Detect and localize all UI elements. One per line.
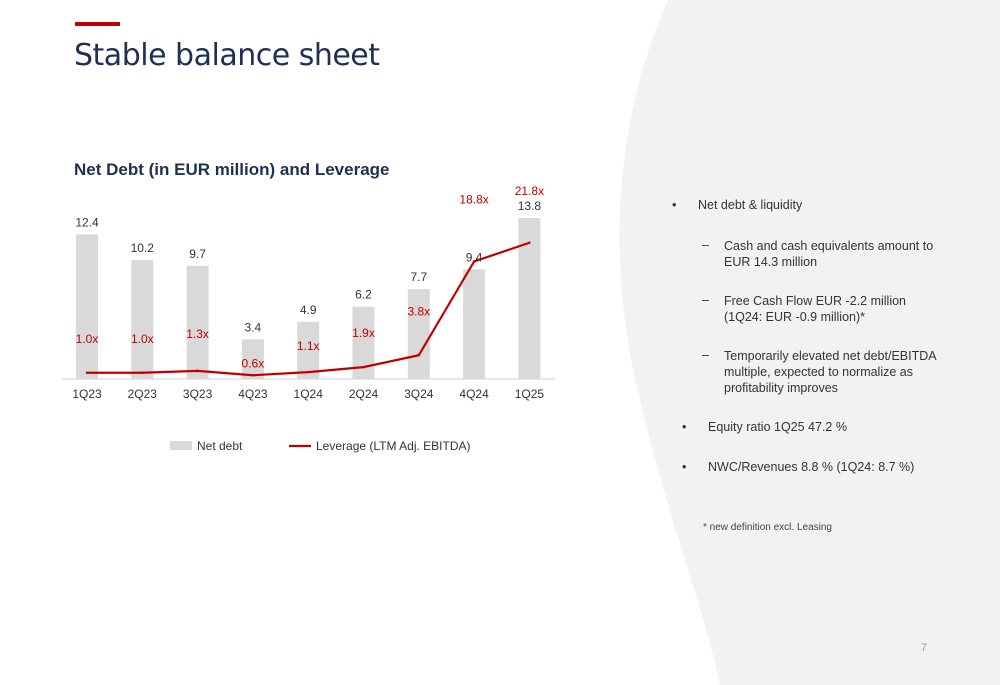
leverage-value-label: 1.9x bbox=[352, 326, 375, 340]
x-tick-label: 2Q23 bbox=[128, 387, 158, 401]
x-tick-label: 1Q25 bbox=[515, 387, 545, 401]
x-tick-label: 4Q23 bbox=[238, 387, 268, 401]
leverage-point-1Q23 bbox=[85, 371, 89, 374]
x-tick-label: 1Q24 bbox=[294, 387, 324, 401]
bar-value-label: 4.9 bbox=[300, 303, 317, 317]
x-tick-label: 1Q23 bbox=[72, 387, 102, 401]
bar-net-debt-4Q23 bbox=[241, 339, 264, 379]
bar-net-debt-2Q24 bbox=[352, 306, 375, 379]
leverage-point-3Q23 bbox=[196, 369, 199, 373]
bullet-text: Cash and cash equivalents amount to EUR … bbox=[724, 239, 934, 269]
x-tick-label: 3Q24 bbox=[404, 387, 434, 401]
leverage-point-3Q24 bbox=[417, 354, 420, 357]
bar-value-label: 12.4 bbox=[75, 215, 99, 229]
legend-label-leverage: Leverage (LTM Adj. EBITDA) bbox=[316, 439, 471, 453]
leverage-point-1Q25 bbox=[528, 241, 531, 244]
bullet-text: Temporarily elevated net debt/EBITDA mul… bbox=[724, 349, 936, 395]
page-title: Stable balance sheet bbox=[74, 38, 380, 73]
bullet-text: Free Cash Flow EUR -2.2 million (1Q24: E… bbox=[724, 294, 906, 324]
leverage-value-label: 1.3x bbox=[186, 327, 209, 341]
bar-net-debt-4Q24 bbox=[463, 269, 486, 379]
bar-net-debt-3Q23 bbox=[186, 265, 209, 379]
leverage-point-4Q23 bbox=[251, 374, 255, 377]
legend-swatch-net-debt bbox=[170, 441, 192, 450]
leverage-value-label: 1.0x bbox=[131, 332, 154, 346]
bar-net-debt-1Q23 bbox=[76, 234, 98, 379]
leverage-value-label: 1.1x bbox=[297, 339, 320, 353]
leverage-point-2Q23 bbox=[141, 371, 144, 374]
bullet-marker: – bbox=[702, 238, 709, 252]
bullet-text: Net debt & liquidity bbox=[698, 198, 803, 212]
bar-value-label: 9.7 bbox=[189, 247, 206, 261]
footnote: * new definition excl. Leasing bbox=[703, 522, 832, 533]
bullet-marker: • bbox=[682, 460, 687, 474]
title-accent-bar bbox=[75, 22, 120, 26]
bullet-marker: – bbox=[702, 293, 709, 307]
x-tick-label: 4Q24 bbox=[459, 387, 489, 401]
dot-pattern bbox=[760, 0, 1000, 300]
bullet-text: NWC/Revenues 8.8 % (1Q24: 8.7 %) bbox=[708, 460, 915, 474]
bar-value-label: 3.4 bbox=[245, 320, 262, 334]
bar-net-debt-1Q24 bbox=[297, 321, 320, 379]
legend-label-net-debt: Net debt bbox=[197, 439, 243, 453]
leverage-value-label: 3.8x bbox=[407, 304, 430, 318]
bullet-marker: • bbox=[682, 420, 687, 434]
leverage-point-2Q24 bbox=[362, 365, 365, 369]
bullet-marker: – bbox=[702, 348, 709, 362]
leverage-point-1Q24 bbox=[307, 370, 310, 374]
leverage-value-label: 21.8x bbox=[515, 184, 544, 198]
bar-value-label: 10.2 bbox=[131, 241, 155, 255]
bar-value-label: 6.2 bbox=[355, 288, 372, 302]
bar-net-debt-2Q23 bbox=[131, 260, 154, 379]
bar-value-label: 7.7 bbox=[410, 270, 427, 284]
leverage-value-label: 18.8x bbox=[459, 193, 488, 207]
leverage-point-4Q24 bbox=[472, 260, 476, 263]
x-tick-label: 2Q24 bbox=[349, 387, 379, 401]
bullet-text: Equity ratio 1Q25 47.2 % bbox=[708, 420, 847, 434]
chart-title: Net Debt (in EUR million) and Leverage bbox=[74, 160, 390, 179]
page-number: 7 bbox=[921, 642, 928, 654]
bar-value-label: 13.8 bbox=[518, 199, 542, 213]
bar-net-debt-1Q25 bbox=[518, 218, 541, 379]
leverage-value-label: 0.6x bbox=[242, 356, 265, 370]
bullet-marker: • bbox=[672, 198, 677, 212]
leverage-value-label: 1.0x bbox=[76, 332, 99, 346]
x-tick-label: 3Q23 bbox=[183, 387, 213, 401]
bar-net-debt-3Q24 bbox=[407, 289, 430, 379]
